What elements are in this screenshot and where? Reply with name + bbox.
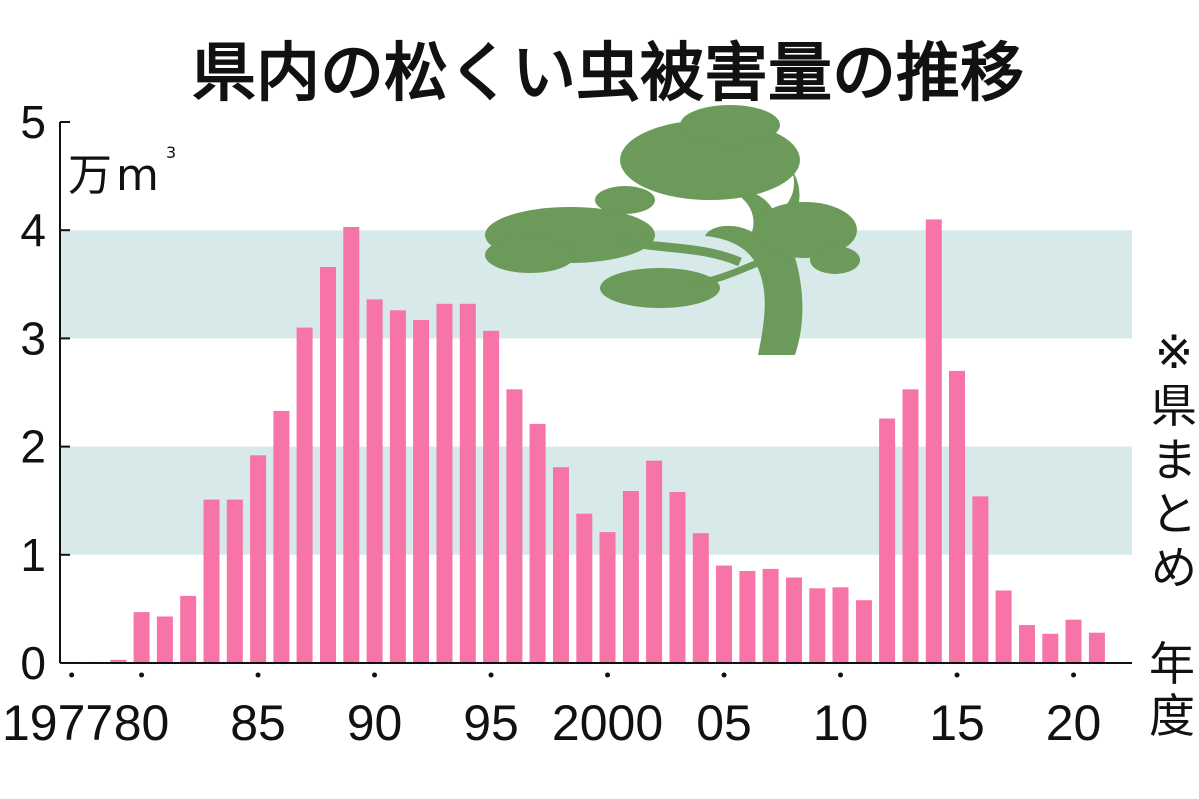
bar-2012 xyxy=(879,418,896,663)
x-tick-label: 20 xyxy=(1046,695,1102,751)
x-tick-label: 1977 xyxy=(2,695,113,751)
x-tick-dot xyxy=(255,672,261,678)
bar-1988 xyxy=(320,267,336,663)
x-tick-dot xyxy=(721,672,727,678)
bar-1998 xyxy=(553,467,569,663)
bar-2000 xyxy=(599,532,616,663)
bar-2014 xyxy=(925,219,942,663)
bar-1995 xyxy=(483,330,500,663)
bar-2005 xyxy=(716,565,732,663)
note-char: 県 xyxy=(1151,379,1197,433)
x-tick-label: 85 xyxy=(230,695,286,751)
x-tick-dot xyxy=(1071,672,1077,678)
x-label-char: 度 xyxy=(1149,689,1195,743)
bar-2021 xyxy=(1088,632,1105,663)
bar-2010 xyxy=(832,587,849,663)
bar-1982 xyxy=(180,595,197,663)
bar-2009 xyxy=(809,588,826,663)
bar-1994 xyxy=(459,303,476,663)
bar-1986 xyxy=(273,410,290,663)
x-tick-dot xyxy=(605,672,611,678)
note-char: と xyxy=(1151,487,1197,541)
bar-2016 xyxy=(972,496,989,663)
y-axis-ticks: 0 1 2 3 4 5 xyxy=(20,96,70,689)
bar-2003 xyxy=(669,492,686,663)
bar-2011 xyxy=(855,600,872,663)
bar-2020 xyxy=(1065,619,1082,663)
bar-2017 xyxy=(995,590,1012,663)
x-axis-label: 年度 xyxy=(1149,637,1195,743)
bar-2013 xyxy=(902,389,919,663)
bar-1990 xyxy=(366,299,383,663)
y-unit-m: m xyxy=(116,150,159,201)
bar-1987 xyxy=(296,327,313,663)
x-tick-label: 90 xyxy=(347,695,403,751)
x-tick-label: 05 xyxy=(696,695,752,751)
y-tick-label: 2 xyxy=(20,421,46,473)
note-char: ※ xyxy=(1155,325,1194,379)
pine-tree-illustration xyxy=(485,105,860,355)
bar-1989 xyxy=(343,227,360,663)
bar-2004 xyxy=(692,533,709,663)
bar-1981 xyxy=(156,616,173,663)
note-char: め xyxy=(1151,541,1197,595)
bar-2018 xyxy=(1019,625,1035,663)
y-unit-superscript: 3 xyxy=(166,143,176,162)
bar-1983 xyxy=(203,499,220,663)
note-char: ま xyxy=(1151,433,1197,487)
bar-2019 xyxy=(1042,633,1059,663)
bar-1992 xyxy=(413,320,430,663)
bar-1999 xyxy=(576,513,593,663)
bar-2002 xyxy=(646,460,663,663)
x-tick-dot xyxy=(139,672,145,678)
y-tick-label: 5 xyxy=(20,96,46,148)
bar-series xyxy=(63,219,1105,663)
x-axis-ticks: 1977 80 85 90 95 2000 05 10 15 20 xyxy=(2,672,1102,751)
bar-1996 xyxy=(506,389,523,663)
x-tick-dot xyxy=(838,672,844,678)
bar-1980 xyxy=(133,612,150,663)
x-tick-dot xyxy=(372,672,378,678)
bar-1985 xyxy=(250,455,267,663)
bar-1993 xyxy=(436,303,453,663)
y-tick-label: 0 xyxy=(20,637,46,689)
bar-2001 xyxy=(622,491,639,663)
x-tick-dot xyxy=(954,672,960,678)
bar-1991 xyxy=(389,310,406,663)
bar-2006 xyxy=(739,571,756,663)
y-unit-label: 万 xyxy=(68,150,112,201)
y-tick-label: 4 xyxy=(20,204,46,256)
bar-2015 xyxy=(949,370,965,663)
x-tick-label: 95 xyxy=(463,695,519,751)
x-label-char: 年 xyxy=(1149,637,1195,691)
chart-title: 県内の松くい虫被害量の推移 xyxy=(192,37,1024,111)
x-tick-label: 2000 xyxy=(552,695,663,751)
bar-2008 xyxy=(786,577,802,663)
bar-1997 xyxy=(529,423,546,663)
y-tick-label: 1 xyxy=(20,529,46,581)
y-tick-label: 3 xyxy=(20,312,46,364)
bar-2007 xyxy=(762,568,779,663)
bar-1979 xyxy=(110,659,127,663)
x-tick-label: 80 xyxy=(114,695,170,751)
x-tick-dot xyxy=(488,672,494,678)
x-tick-dot xyxy=(69,672,75,678)
background-band xyxy=(60,446,1132,555)
bar-1984 xyxy=(226,499,243,663)
background-bands xyxy=(60,230,1132,555)
x-tick-label: 10 xyxy=(813,695,869,751)
x-tick-label: 15 xyxy=(929,695,985,751)
